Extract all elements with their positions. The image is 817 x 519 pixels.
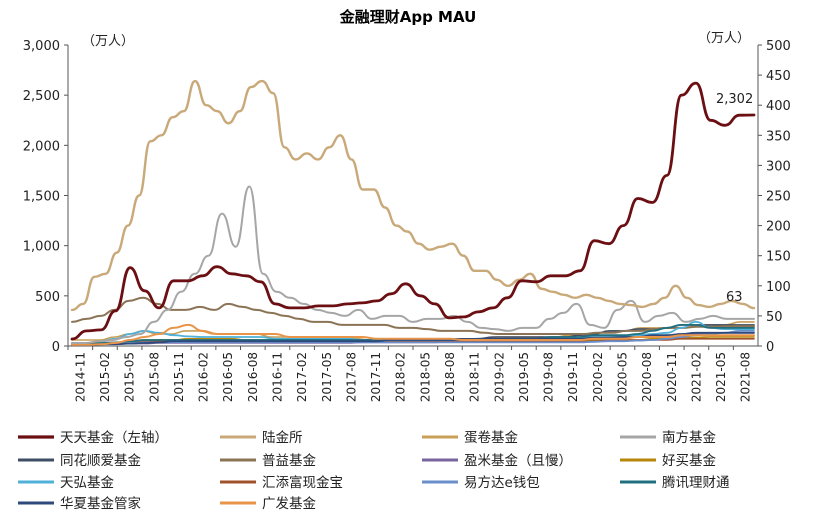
legend-label: 盈米基金（且慢）: [464, 452, 572, 469]
left-tick-label: 500: [35, 290, 60, 305]
legend-label: 普益基金: [262, 452, 316, 469]
x-tick-label: 2019-11: [566, 352, 580, 402]
left-tick-label: 2,500: [23, 89, 60, 104]
left-tick-label: 0: [52, 340, 60, 355]
right-tick-label: 100: [766, 280, 791, 295]
x-tick-label: 2018-05: [418, 352, 432, 402]
x-tick-label: 2017-05: [320, 352, 334, 402]
right-tick-label: 150: [766, 250, 791, 265]
x-tick-label: 2018-02: [394, 352, 408, 402]
right-axis-unit: （万人）: [698, 31, 750, 46]
series-line: [71, 296, 755, 335]
x-tick-label: 2016-08: [246, 352, 260, 402]
x-tick-label: 2018-08: [443, 352, 457, 402]
legend-label: 华夏基金管家: [60, 495, 141, 512]
series-line: [70, 79, 756, 312]
legend-label: 天弘基金: [60, 474, 114, 491]
x-tick-label: 2021-08: [739, 352, 753, 402]
legend-label: 好买基金: [662, 452, 716, 469]
legend-label: 腾讯理财通: [662, 474, 730, 491]
legend-label: 同花顺爱基金: [60, 452, 141, 469]
x-tick-label: 2020-05: [615, 352, 629, 402]
x-tick-label: 2020-08: [640, 352, 654, 402]
right-tick-label: 300: [766, 159, 791, 174]
x-tick-label: 2020-11: [665, 352, 679, 402]
x-tick-label: 2015-05: [123, 352, 137, 402]
legend-label: 陆金所: [262, 430, 303, 446]
x-tick-label: 2016-11: [270, 352, 284, 402]
series-line: [70, 81, 756, 341]
legend-label: 汇添富现金宝: [262, 474, 343, 491]
x-tick-label: 2015-08: [147, 352, 161, 402]
x-tick-label: 2017-02: [295, 352, 309, 402]
annotations: 2,302 63: [716, 92, 753, 305]
right-tick-label: 200: [766, 220, 791, 235]
x-tick-label: 2018-11: [468, 352, 482, 402]
right-tick-label: 500: [766, 39, 791, 54]
x-tick-label: 2016-05: [221, 352, 235, 402]
right-tick-label: 400: [766, 99, 791, 114]
x-tick-label: 2017-11: [369, 352, 383, 402]
right-tick-label: 350: [766, 129, 791, 144]
series-line: [71, 323, 755, 346]
chart-title: 金融理财App MAU: [339, 8, 477, 26]
left-tick-label: 3,000: [23, 39, 60, 54]
x-tick-label: 2019-08: [542, 352, 556, 402]
x-tick-label: 2017-08: [344, 352, 358, 402]
x-tick-label: 2015-11: [172, 352, 186, 402]
axes: 0 500 1,000 1,500 2,000 2,500 3,000 0 50 100 150 20…: [23, 39, 791, 402]
data-label: 2,302: [716, 92, 753, 107]
legend-label: 广发基金: [262, 495, 316, 512]
x-tick-label: 2020-02: [591, 352, 605, 402]
right-tick-label: 250: [766, 190, 791, 205]
left-tick-label: 1,000: [23, 240, 60, 255]
left-tick-label: 1,500: [23, 190, 60, 205]
right-tick-label: 0: [766, 340, 774, 355]
right-tick-label: 50: [766, 310, 783, 325]
x-tick-label: 2014-11: [73, 352, 87, 402]
data-label: 63: [726, 290, 743, 305]
left-axis-unit: （万人）: [82, 34, 134, 49]
x-tick-label: 2019-05: [517, 352, 531, 402]
left-tick-label: 2,000: [23, 139, 60, 154]
legend-label: 南方基金: [662, 429, 716, 446]
series-group: [70, 79, 756, 346]
series-line: [71, 329, 755, 346]
x-tick-label: 2016-02: [197, 352, 211, 402]
series-line: [71, 185, 755, 344]
x-tick-label: 2019-02: [492, 352, 506, 402]
x-tick-label: 2021-05: [714, 352, 728, 402]
legend-label: 易方达e钱包: [464, 475, 540, 491]
right-tick-label: 450: [766, 69, 791, 84]
x-tick-label: 2015-02: [98, 352, 112, 402]
legend-label: 蛋卷基金: [464, 429, 518, 446]
x-tick-label: 2021-02: [689, 352, 703, 402]
legend-label: 天天基金（左轴）: [60, 429, 168, 446]
